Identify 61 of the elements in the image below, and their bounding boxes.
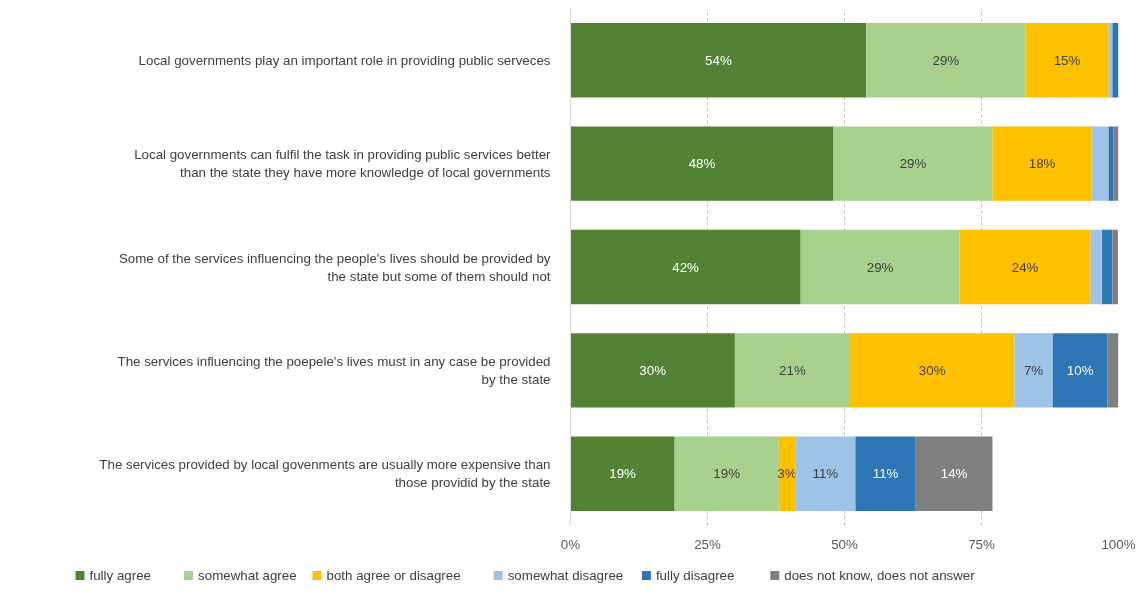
bar bbox=[915, 436, 993, 512]
data-label: 29% bbox=[866, 259, 894, 275]
bar bbox=[800, 229, 960, 305]
y-tick-label: The services provided by local govenments are usually more expensive than those providid by the state bbox=[99, 457, 551, 491]
bar bbox=[959, 229, 1091, 305]
bar bbox=[833, 126, 993, 201]
data-label: 19% bbox=[609, 466, 637, 482]
data-label: 19% bbox=[713, 466, 741, 482]
bar bbox=[1112, 229, 1118, 305]
y-tick-label: Local governments play an important role in providing public serveces bbox=[138, 52, 551, 68]
legend-label: does not know, does not answer bbox=[784, 568, 976, 583]
bar bbox=[866, 22, 1026, 98]
data-label: 18% bbox=[1028, 156, 1056, 172]
bar bbox=[570, 126, 834, 201]
bar bbox=[570, 229, 801, 305]
legend-label: fully disagree bbox=[655, 568, 735, 583]
data-label: 48% bbox=[688, 156, 716, 172]
bar bbox=[795, 436, 856, 512]
bar bbox=[992, 126, 1092, 201]
data-label: 54% bbox=[705, 52, 732, 68]
data-label: 30% bbox=[639, 362, 667, 378]
bar bbox=[734, 333, 850, 408]
y-tick-label: Local governments can fulfil the task in providing public services better than the state they have more knowledge of local governments bbox=[134, 147, 552, 181]
x-tick-label: 100% bbox=[1101, 536, 1136, 552]
bar bbox=[674, 436, 779, 512]
legend-label: fully agree bbox=[89, 568, 151, 583]
data-label: 29% bbox=[932, 52, 960, 68]
bar bbox=[1108, 126, 1114, 201]
x-tick-label: 25% bbox=[694, 536, 721, 552]
y-tick-label: The services influencing the poepele's lives must in any case be provided by the state bbox=[117, 353, 551, 387]
data-label: 10% bbox=[1066, 362, 1094, 378]
x-tick-label: 50% bbox=[831, 536, 858, 552]
bar bbox=[1025, 22, 1109, 98]
data-label: 11% bbox=[812, 466, 839, 482]
data-label: 29% bbox=[899, 156, 927, 172]
data-label: 42% bbox=[672, 259, 700, 275]
bar bbox=[570, 22, 867, 98]
x-tick-label: 75% bbox=[968, 536, 995, 552]
bar bbox=[1102, 229, 1113, 305]
bar bbox=[849, 333, 1015, 408]
data-label: 24% bbox=[1011, 259, 1039, 275]
bar bbox=[570, 333, 735, 408]
legend-label: somewhat disagree bbox=[507, 568, 624, 583]
bar bbox=[1107, 333, 1119, 408]
bar bbox=[1091, 126, 1109, 201]
data-label: 7% bbox=[1023, 362, 1044, 378]
data-label: 11% bbox=[872, 466, 899, 482]
bar bbox=[1112, 22, 1119, 98]
data-label: 15% bbox=[1053, 52, 1081, 68]
bar bbox=[1052, 333, 1108, 408]
x-tick-label: 0% bbox=[560, 536, 581, 552]
data-label: 21% bbox=[779, 362, 806, 378]
data-label: 14% bbox=[940, 466, 968, 482]
legend-label: somewhat agree bbox=[198, 568, 297, 583]
y-tick-label: Some of the services influencing the people's lives should be provided by the state but some of them should not bbox=[118, 250, 551, 284]
bar bbox=[570, 436, 675, 512]
bar bbox=[1014, 333, 1053, 408]
data-label: 30% bbox=[918, 362, 946, 378]
legend-label: both agree or disagree bbox=[326, 568, 461, 583]
bar bbox=[855, 436, 916, 512]
bar bbox=[1090, 229, 1103, 305]
